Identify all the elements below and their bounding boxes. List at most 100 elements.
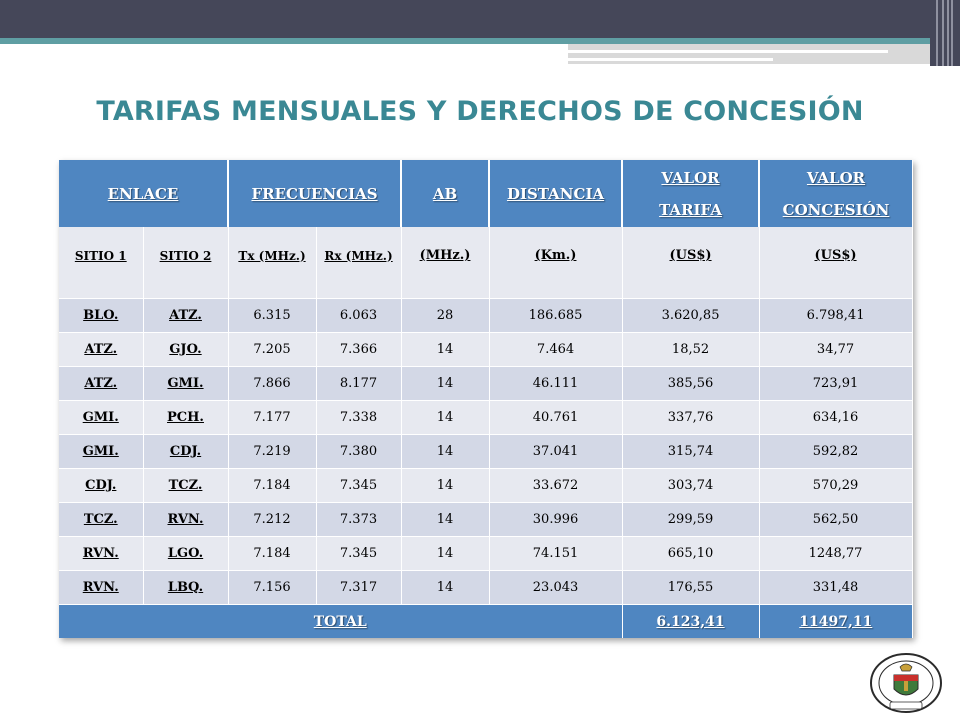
sitio1-cell: TCZ. — [59, 502, 144, 537]
table-row: CDJ. TCZ. 7.184 7.345 14 33.672 303,74 570,29 — [59, 468, 913, 503]
tx-cell: 7.205 — [228, 332, 317, 367]
rx-cell: 7.373 — [316, 502, 402, 537]
tariffs-table: ENLACE FRECUENCIAS AB DISTANCIA VALOR TAR… — [59, 160, 913, 638]
tx-cell: 7.177 — [228, 400, 317, 435]
table-row: GMI. CDJ. 7.219 7.380 14 37.041 315,74 592,82 — [59, 434, 913, 469]
rx-cell: 7.345 — [316, 536, 402, 571]
tx-cell: 7.156 — [228, 570, 317, 605]
university-seal-logo — [870, 653, 942, 713]
sitio2-cell: PCH. — [143, 400, 229, 435]
table-row: GMI. PCH. 7.177 7.338 14 40.761 337,76 634,16 — [59, 400, 913, 435]
sub-concesion-unit: (US$) — [759, 227, 913, 299]
col-distancia: DISTANCIA — [489, 160, 624, 227]
concesion-cell: 562,50 — [759, 502, 913, 537]
tx-cell: 7.219 — [228, 434, 317, 469]
table-row: ATZ. GMI. 7.866 8.177 14 46.111 385,56 723,91 — [59, 366, 913, 401]
tarifa-cell: 315,74 — [622, 434, 760, 469]
tarifa-cell: 18,52 — [622, 332, 760, 367]
concesion-cell: 1248,77 — [759, 536, 913, 571]
decor-line — [568, 50, 888, 53]
sitio2-cell: CDJ. — [143, 434, 229, 469]
col-valor-concesion: VALOR CONCESIÓN — [759, 160, 913, 227]
ab-cell: 14 — [401, 366, 490, 401]
ab-cell: 14 — [401, 468, 490, 503]
sitio2-cell: LBQ. — [143, 570, 229, 605]
distancia-cell: 40.761 — [489, 400, 623, 435]
sitio2-cell: TCZ. — [143, 468, 229, 503]
sub-dist-unit: (Km.) — [489, 227, 623, 299]
total-concesion: 11497,11 — [759, 604, 913, 638]
ab-cell: 14 — [401, 400, 490, 435]
sitio1-cell: RVN. — [59, 570, 144, 605]
table-row: RVN. LBQ. 7.156 7.317 14 23.043 176,55 331,48 — [59, 570, 913, 605]
concesion-cell: 592,82 — [759, 434, 913, 469]
rx-cell: 8.177 — [316, 366, 402, 401]
table-row: RVN. LGO. 7.184 7.345 14 74.151 665,10 1248,77 — [59, 536, 913, 571]
ab-cell: 14 — [401, 332, 490, 367]
sitio2-cell: RVN. — [143, 502, 229, 537]
sitio2-cell: LGO. — [143, 536, 229, 571]
rx-cell: 7.338 — [316, 400, 402, 435]
right-corner-bars — [930, 0, 960, 66]
sitio1-cell: ATZ. — [59, 366, 144, 401]
total-label: TOTAL — [59, 604, 623, 638]
rx-cell: 6.063 — [316, 298, 402, 333]
sub-ab-unit: (MHz.) — [401, 227, 490, 299]
sitio2-cell: GMI. — [143, 366, 229, 401]
teal-stripe — [0, 38, 930, 44]
slide-title: TARIFAS MENSUALES Y DERECHOS DE CONCESIÓ… — [96, 96, 864, 127]
tarifa-cell: 303,74 — [622, 468, 760, 503]
sub-rx: Rx (MHz.) — [316, 227, 402, 299]
tarifa-cell: 385,56 — [622, 366, 760, 401]
concesion-cell: 723,91 — [759, 366, 913, 401]
ab-cell: 14 — [401, 434, 490, 469]
tx-cell: 7.212 — [228, 502, 317, 537]
distancia-cell: 37.041 — [489, 434, 623, 469]
col-enlace: ENLACE — [59, 160, 230, 227]
sitio1-cell: RVN. — [59, 536, 144, 571]
total-tarifa: 6.123,41 — [622, 604, 760, 638]
sub-tx: Tx (MHz.) — [228, 227, 317, 299]
sitio1-cell: GMI. — [59, 400, 144, 435]
sub-sitio1: SITIO 1 — [59, 227, 144, 299]
tx-cell: 7.184 — [228, 536, 317, 571]
sitio1-cell: GMI. — [59, 434, 144, 469]
tarifa-cell: 665,10 — [622, 536, 760, 571]
distancia-cell: 33.672 — [489, 468, 623, 503]
distancia-cell: 30.996 — [489, 502, 623, 537]
col-ab: AB — [401, 160, 491, 227]
ab-cell: 28 — [401, 298, 490, 333]
distancia-cell: 186.685 — [489, 298, 623, 333]
concesion-cell: 331,48 — [759, 570, 913, 605]
ab-cell: 14 — [401, 502, 490, 537]
col-valor-tarifa: VALOR TARIFA — [622, 160, 761, 227]
distancia-cell: 46.111 — [489, 366, 623, 401]
tx-cell: 6.315 — [228, 298, 317, 333]
ab-cell: 14 — [401, 536, 490, 571]
grey-stripe — [568, 44, 930, 64]
top-banner-bar — [0, 0, 960, 38]
sub-sitio2: SITIO 2 — [143, 227, 229, 299]
rx-cell: 7.317 — [316, 570, 402, 605]
table-row: BLO. ATZ. 6.315 6.063 28 186.685 3.620,85 6.798… — [59, 298, 913, 333]
sitio1-cell: ATZ. — [59, 332, 144, 367]
concesion-cell: 34,77 — [759, 332, 913, 367]
sitio2-cell: ATZ. — [143, 298, 229, 333]
rx-cell: 7.366 — [316, 332, 402, 367]
tx-cell: 7.866 — [228, 366, 317, 401]
tarifa-cell: 337,76 — [622, 400, 760, 435]
sitio1-cell: CDJ. — [59, 468, 144, 503]
decor-line — [568, 58, 773, 61]
distancia-cell: 23.043 — [489, 570, 623, 605]
concesion-cell: 634,16 — [759, 400, 913, 435]
table-row: TCZ. RVN. 7.212 7.373 14 30.996 299,59 562,50 — [59, 502, 913, 537]
table-row: ATZ. GJO. 7.205 7.366 14 7.464 18,52 34,77 — [59, 332, 913, 367]
col-frecuencias: FRECUENCIAS — [228, 160, 403, 227]
sitio2-cell: GJO. — [143, 332, 229, 367]
tx-cell: 7.184 — [228, 468, 317, 503]
tarifa-cell: 299,59 — [622, 502, 760, 537]
tarifa-cell: 3.620,85 — [622, 298, 760, 333]
sitio1-cell: BLO. — [59, 298, 144, 333]
sub-tarifa-unit: (US$) — [622, 227, 760, 299]
ab-cell: 14 — [401, 570, 490, 605]
